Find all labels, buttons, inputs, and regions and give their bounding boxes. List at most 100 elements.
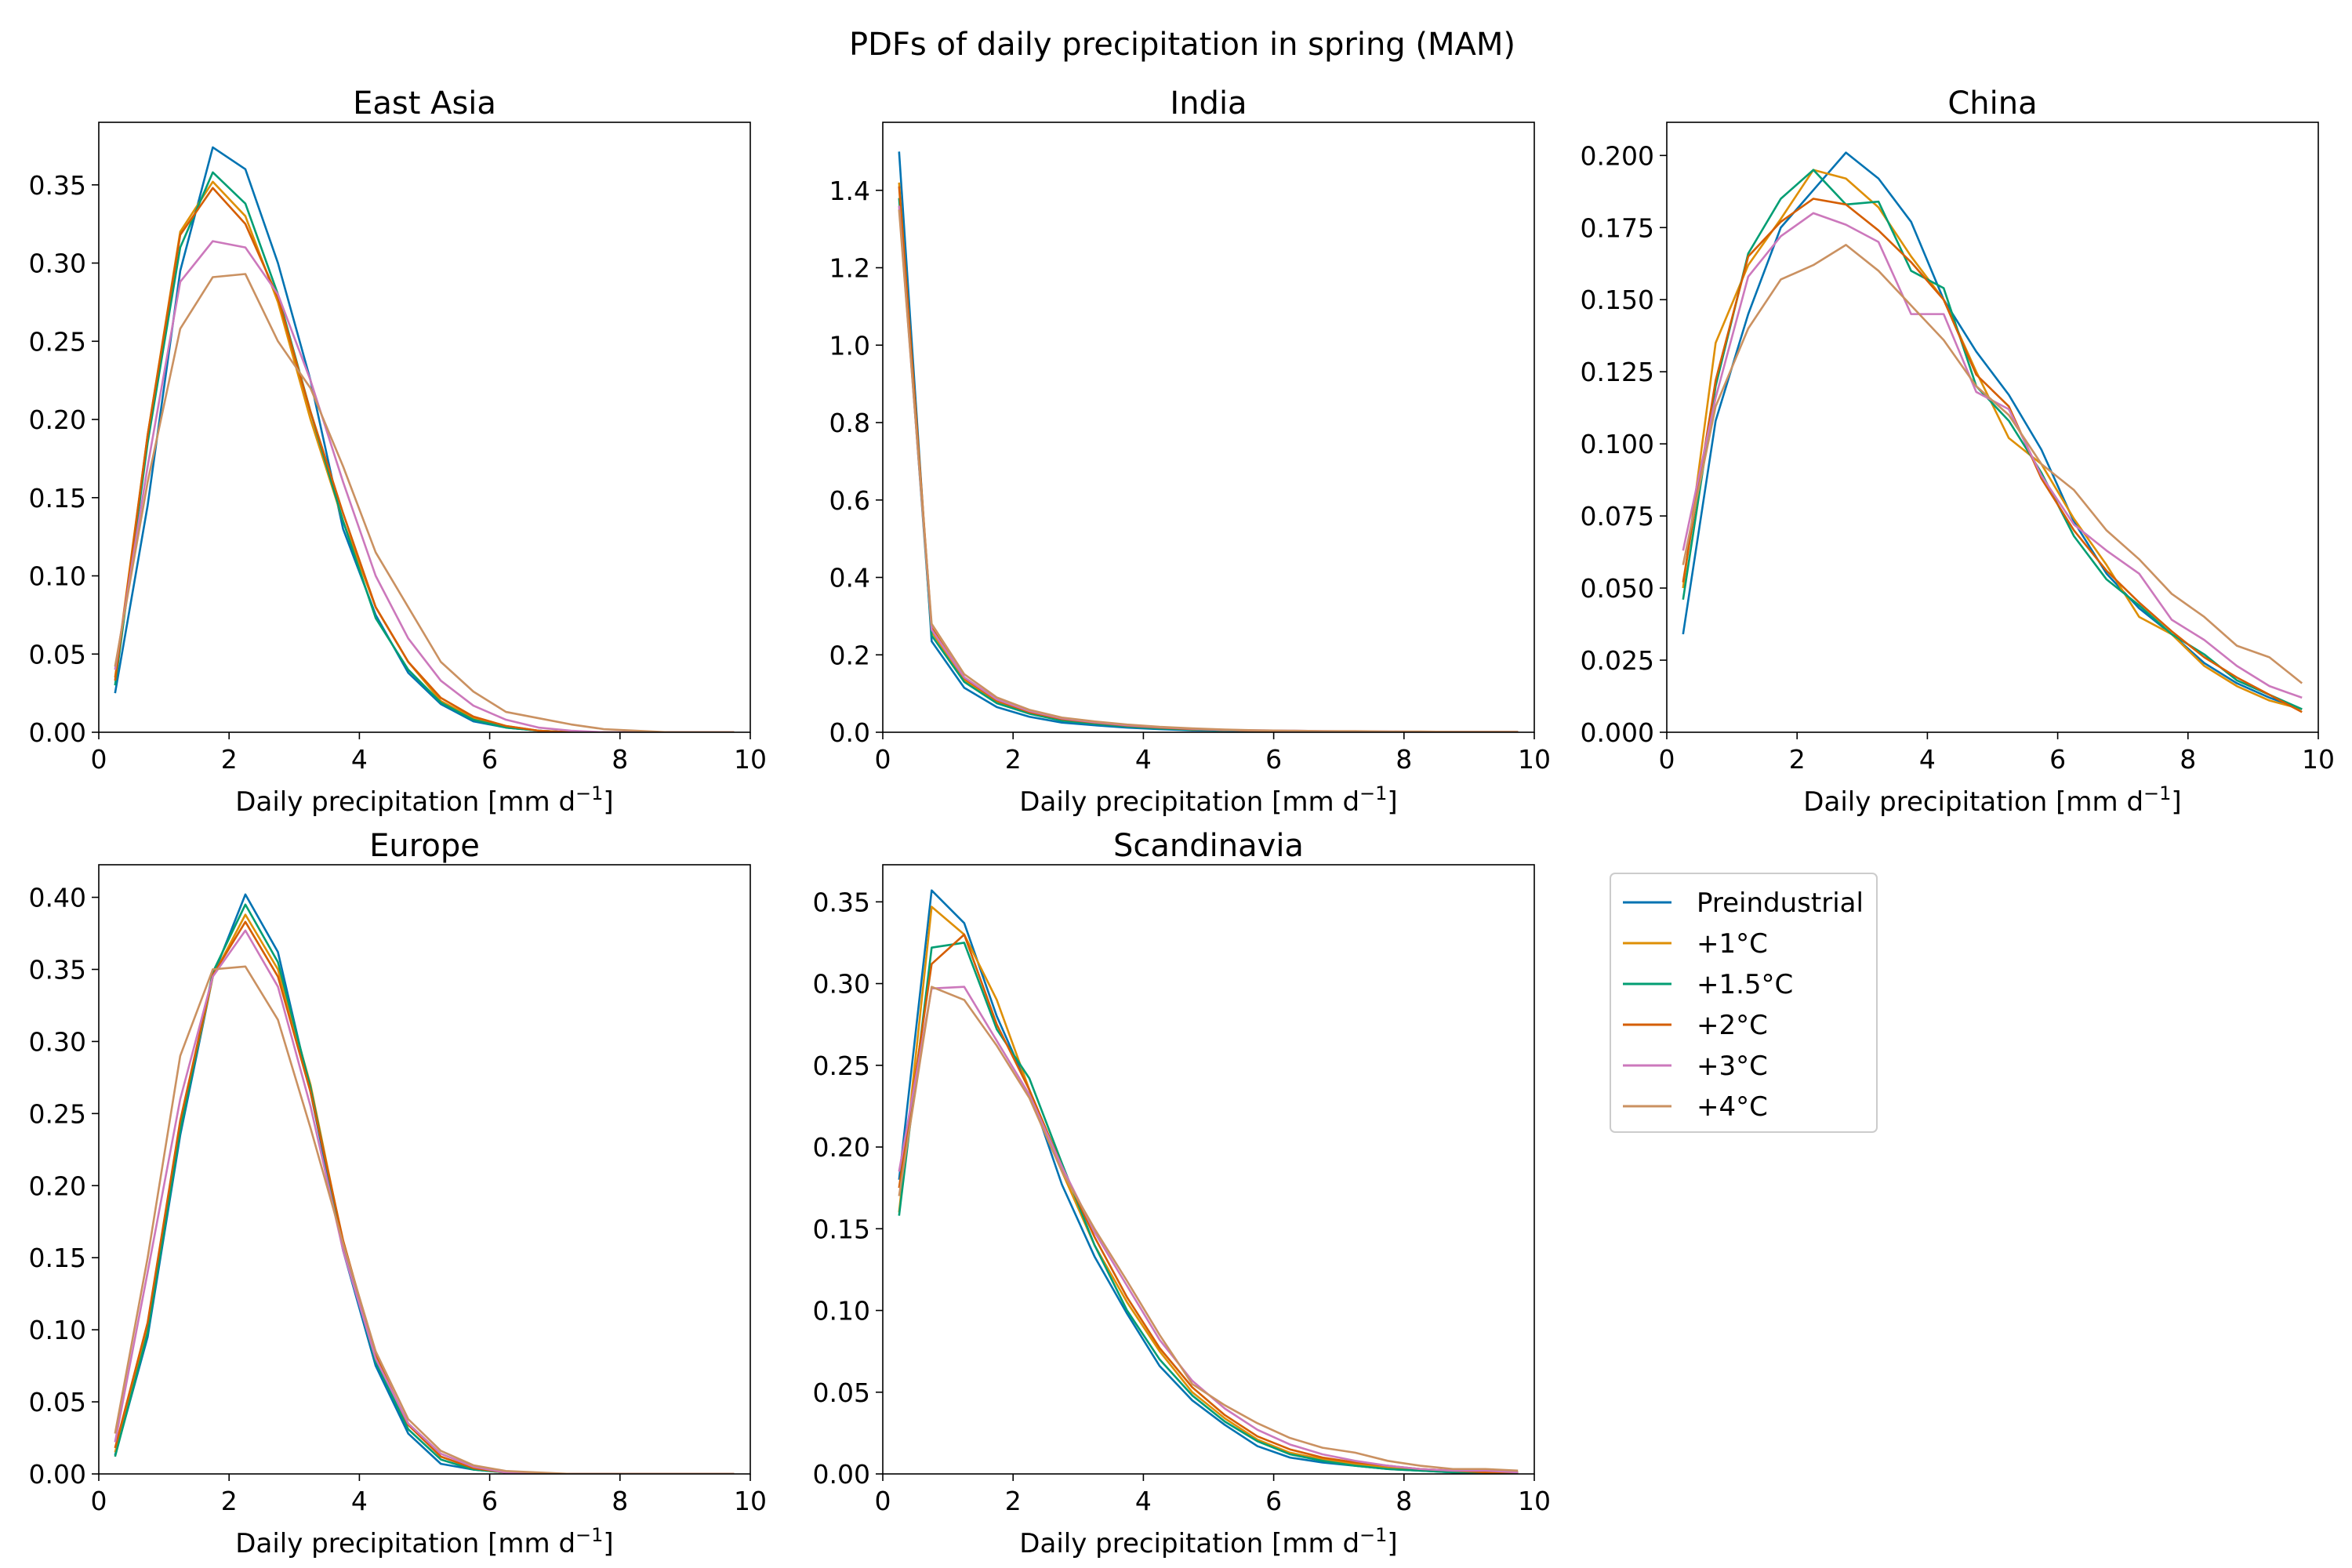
x-tick-label: 10 (734, 744, 767, 775)
series-line-1-5-c (114, 171, 735, 732)
x-tick-label: 2 (1005, 1486, 1022, 1516)
series-line-preindustrial (114, 146, 735, 732)
y-tick-label: 0.25 (29, 326, 86, 357)
x-axis-label: Daily precipitation [mm d−1] (1019, 782, 1397, 818)
x-tick-label: 0 (875, 744, 891, 775)
series-line-2-c (898, 186, 1519, 732)
y-tick-label: 0.175 (1581, 212, 1654, 243)
x-tick-label: 2 (1789, 744, 1806, 775)
series-line-1-5-c (1682, 169, 2303, 710)
x-tick-label: 10 (2302, 744, 2335, 775)
y-tick-label: 0.40 (29, 883, 86, 913)
series-line-3-c (898, 205, 1519, 732)
figure-title: PDFs of daily precipitation in spring (M… (849, 27, 1515, 63)
y-tick-label: 0.00 (29, 717, 86, 748)
x-tick-label: 8 (612, 744, 628, 775)
x-tick-label: 4 (1135, 744, 1152, 775)
x-tick-label: 4 (1135, 1486, 1152, 1516)
series-line-4-c (114, 273, 735, 732)
legend-label: +3°C (1697, 1051, 1768, 1082)
panel-title: East Asia (353, 85, 496, 122)
y-tick-label: 0.05 (29, 1387, 86, 1417)
x-tick-label: 10 (1518, 744, 1551, 775)
y-tick-label: 0.35 (29, 170, 86, 201)
panel-title: Europe (369, 828, 480, 864)
y-tick-label: 0.000 (1581, 717, 1654, 748)
x-axis-label: Daily precipitation [mm d−1] (235, 1524, 613, 1559)
series-group (1682, 151, 2303, 713)
series-line-1-c (114, 180, 735, 732)
panel-title: Scandinavia (1113, 828, 1304, 864)
x-tick-label: 6 (481, 1486, 498, 1516)
y-tick-label: 0.35 (29, 954, 86, 985)
legend-item-1-5-c: +1.5°C (1623, 969, 1793, 1000)
y-tick-label: 0.10 (29, 561, 86, 592)
y-tick-label: 0.15 (29, 1243, 86, 1273)
panel-east-asia: 0 2 4 6 8 10 0.00 0.05 0.10 0.15 0.20 0.25 0.30 0.35 E… (29, 85, 767, 818)
series-line-3-c (114, 240, 735, 732)
series-line-1-c (898, 906, 1519, 1474)
y-tick-label: 0.200 (1581, 140, 1654, 171)
y-tick-label: 0.0 (829, 717, 870, 748)
y-tick-label: 0.8 (829, 408, 870, 438)
y-tick-label: 0.30 (29, 1026, 86, 1057)
x-tick-label: 8 (1396, 744, 1412, 775)
legend-item-preindustrial: Preindustrial (1623, 887, 1864, 919)
x-tick-label: 2 (221, 744, 238, 775)
y-tick-label: 1.4 (829, 176, 870, 206)
series-line-2-c (114, 187, 735, 732)
series-line-4-c (898, 985, 1519, 1472)
series-line-2-c (114, 920, 735, 1474)
y-tick-label: 0.075 (1581, 501, 1654, 532)
y-tick-label: 0.4 (829, 563, 870, 593)
series-line-1-c (1682, 169, 2303, 710)
series-line-2-c (1682, 198, 2303, 713)
legend-box (1610, 873, 1878, 1133)
y-tick-label: 0.25 (813, 1051, 870, 1081)
y-tick-label: 0.025 (1581, 645, 1654, 676)
legend-item-2-c: +2°C (1623, 1010, 1768, 1041)
y-tick-label: 0.30 (29, 249, 86, 279)
panel-title: India (1170, 85, 1247, 122)
x-tick-label: 6 (1265, 744, 1282, 775)
series-group (114, 146, 735, 732)
series-line-preindustrial (1682, 151, 2303, 710)
legend-label: +1°C (1697, 928, 1768, 960)
y-tick-label: 0.20 (29, 405, 86, 435)
y-tick-label: 0.2 (829, 640, 870, 670)
x-tick-label: 8 (2180, 744, 2196, 775)
x-tick-label: 4 (1919, 744, 1936, 775)
x-tick-label: 0 (1659, 744, 1675, 775)
series-line-preindustrial (898, 151, 1519, 732)
legend-label: +4°C (1697, 1091, 1768, 1123)
y-tick-label: 0.35 (813, 887, 870, 917)
legend-label: +2°C (1697, 1010, 1768, 1041)
y-tick-label: 0.00 (29, 1459, 86, 1490)
legend: Preindustrial +1°C +1.5°C +2°C +3°C +4°C (1610, 873, 1878, 1133)
y-tick-label: 0.100 (1581, 429, 1654, 459)
x-tick-label: 2 (221, 1486, 238, 1516)
panel-europe: 0 2 4 6 8 10 0.00 0.05 0.10 0.15 0.20 0.25 0.30 0.35 0… (29, 828, 767, 1559)
axes-frame (882, 864, 1535, 1475)
series-group (898, 151, 1519, 732)
series-line-preindustrial (898, 889, 1519, 1474)
y-tick-label: 0.05 (813, 1377, 870, 1408)
series-line-1-5-c (898, 198, 1519, 732)
panel-title: China (1947, 85, 2037, 122)
x-tick-label: 8 (612, 1486, 628, 1516)
panel-scandinavia: 0 2 4 6 8 10 0.00 0.05 0.10 0.15 0.20 0.25 0.30 0.35 S… (813, 828, 1551, 1559)
x-axis-label: Daily precipitation [mm d−1] (235, 782, 613, 818)
axes-frame (98, 122, 751, 733)
x-tick-label: 6 (2049, 744, 2066, 775)
y-tick-label: 0.125 (1581, 357, 1654, 387)
y-tick-label: 0.10 (813, 1296, 870, 1327)
series-group (898, 889, 1519, 1474)
legend-label: +1.5°C (1697, 969, 1793, 1000)
x-tick-label: 2 (1005, 744, 1022, 775)
legend-label: Preindustrial (1697, 887, 1864, 919)
y-tick-label: 0.150 (1581, 285, 1654, 315)
series-line-1-5-c (114, 903, 735, 1474)
series-line-3-c (114, 929, 735, 1474)
x-axis-label: Daily precipitation [mm d−1] (1019, 1524, 1397, 1559)
